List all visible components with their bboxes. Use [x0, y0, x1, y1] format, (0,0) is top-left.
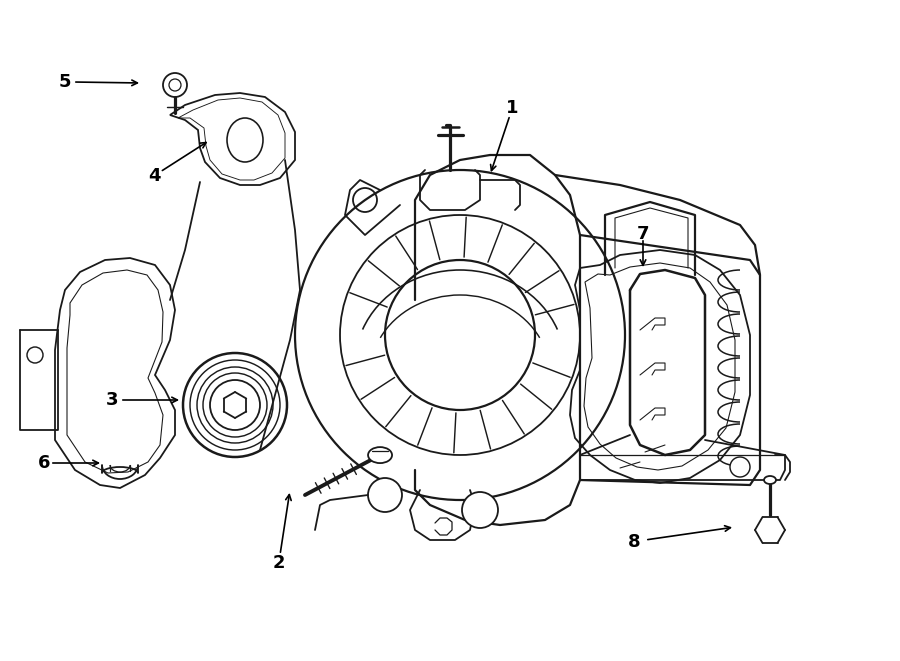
Circle shape — [163, 73, 187, 97]
Ellipse shape — [210, 380, 260, 430]
Ellipse shape — [764, 476, 776, 484]
Ellipse shape — [183, 353, 287, 457]
Text: 3: 3 — [106, 391, 119, 409]
Text: 6: 6 — [38, 454, 50, 472]
Text: 8: 8 — [628, 533, 641, 551]
Circle shape — [462, 492, 498, 528]
Text: 7: 7 — [637, 225, 649, 243]
Text: 4: 4 — [148, 167, 160, 185]
Text: 1: 1 — [506, 98, 518, 117]
Ellipse shape — [368, 447, 392, 463]
Circle shape — [730, 457, 750, 477]
Text: 5: 5 — [58, 73, 71, 91]
Text: 2: 2 — [273, 554, 285, 572]
Circle shape — [368, 478, 402, 512]
